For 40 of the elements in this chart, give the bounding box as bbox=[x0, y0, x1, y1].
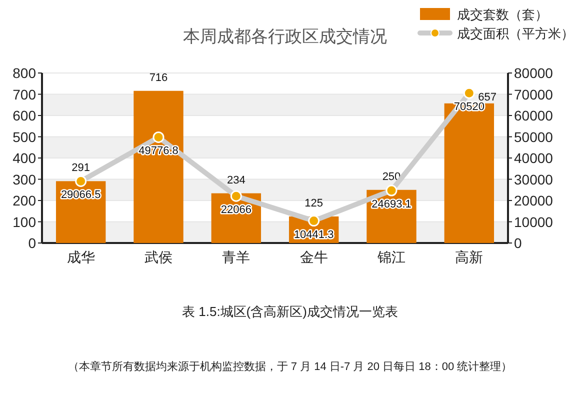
bar bbox=[444, 103, 494, 243]
data-label: 24693.1 bbox=[372, 198, 412, 211]
y-tick-label: 500 bbox=[12, 128, 36, 145]
y-tick-label: 600 bbox=[12, 108, 36, 124]
legend-label: 成交套数（套） bbox=[457, 7, 548, 22]
y2-tick-label: 60000 bbox=[514, 108, 554, 124]
y2-tick-label: 50000 bbox=[514, 128, 554, 145]
y2-tick-label: 0 bbox=[514, 235, 522, 251]
chart-title: 本周成都各行政区成交情况 bbox=[183, 27, 387, 46]
y-tick-label: 800 bbox=[12, 65, 36, 81]
y-tick-label: 200 bbox=[12, 192, 36, 208]
x-tick-label: 成华 bbox=[66, 249, 95, 265]
text: （本章节所有数据均来源于机构监控数据，于 7 月 14 日-7 月 20 日每日 18：00 统计整理） bbox=[68, 360, 512, 373]
y2-tick-label: 10000 bbox=[514, 214, 554, 230]
data-label: 657 bbox=[478, 91, 497, 104]
data-label: 125 bbox=[304, 197, 324, 210]
y2-tick-label: 80000 bbox=[514, 65, 554, 81]
legend-label: 成交面积（平方米） bbox=[457, 26, 574, 41]
data-label: 234 bbox=[226, 174, 246, 186]
x-tick-label: 高新 bbox=[455, 249, 484, 265]
data-label: 10441.3 bbox=[294, 228, 334, 241]
x-tick-label: 青羊 bbox=[222, 249, 250, 265]
y-tick-label: 100 bbox=[12, 214, 36, 230]
y-tick-label: 0 bbox=[28, 235, 36, 251]
y2-tick-label: 20000 bbox=[514, 192, 554, 208]
data-label: 29066.5 bbox=[60, 189, 101, 202]
data-label: 716 bbox=[149, 72, 168, 84]
text: 表 1.5:城区(含高新区)成交情况一览表 bbox=[182, 304, 398, 319]
data-label: 291 bbox=[72, 162, 90, 174]
y2-tick-label: 40000 bbox=[514, 150, 554, 166]
bar bbox=[134, 90, 184, 243]
x-tick-label: 武侯 bbox=[144, 249, 172, 265]
y2-tick-label: 70000 bbox=[514, 86, 554, 102]
x-tick-label: 锦江 bbox=[376, 249, 406, 265]
data-label: 22066 bbox=[220, 204, 252, 216]
y-tick-label: 400 bbox=[12, 150, 36, 166]
x-tick-label: 金牛 bbox=[300, 249, 328, 265]
y-tick-label: 700 bbox=[12, 86, 36, 102]
y2-tick-label: 30000 bbox=[514, 171, 554, 188]
y-tick-label: 300 bbox=[12, 171, 36, 188]
